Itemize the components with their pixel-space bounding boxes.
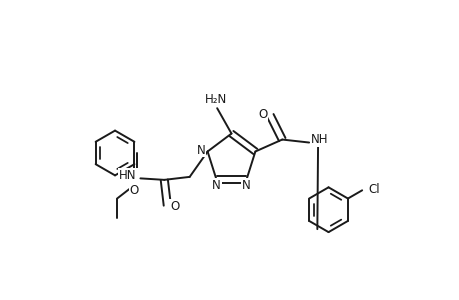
Text: HN: HN	[119, 169, 136, 182]
Text: NH: NH	[310, 133, 327, 146]
Text: O: O	[257, 108, 267, 121]
Text: Cl: Cl	[368, 183, 380, 196]
Text: O: O	[129, 184, 139, 197]
Text: H₂N: H₂N	[204, 93, 226, 106]
Text: N: N	[212, 179, 220, 192]
Text: N: N	[241, 179, 250, 192]
Text: N: N	[196, 143, 205, 157]
Text: O: O	[170, 200, 179, 213]
